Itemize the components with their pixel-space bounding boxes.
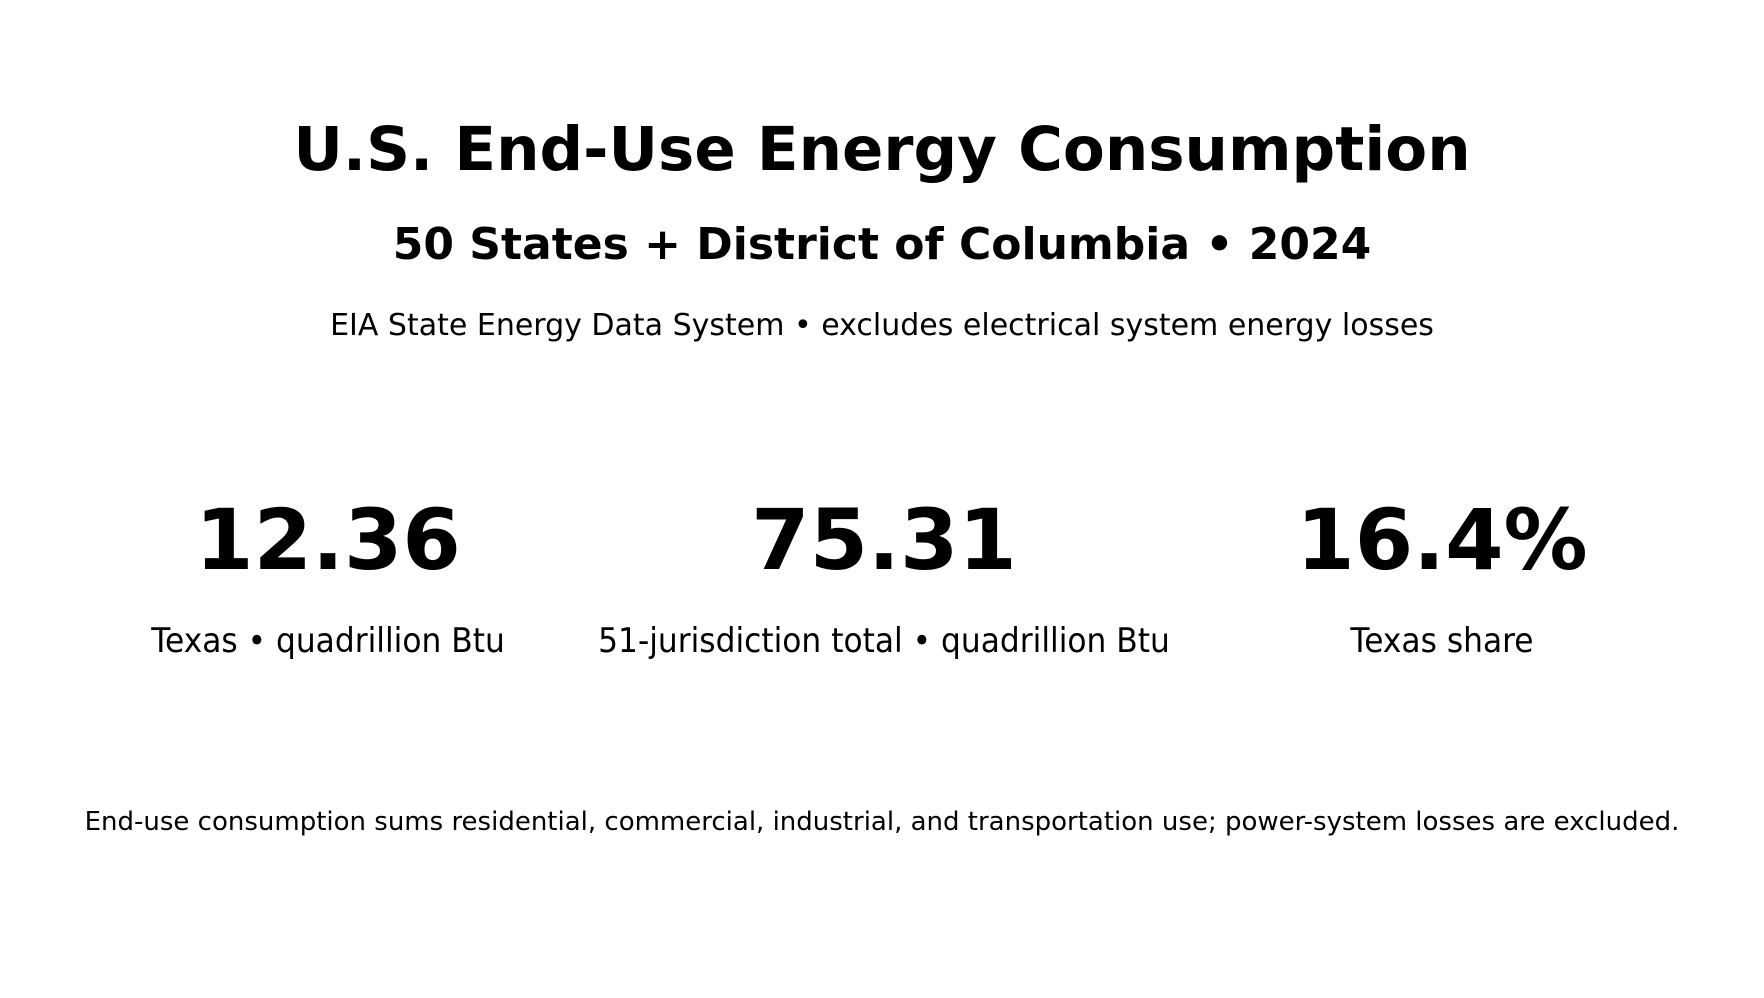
kpi-label: 51-jurisdiction total • quadrillion Btu xyxy=(598,621,1170,661)
kpi-value: 16.4% xyxy=(1296,491,1588,589)
kpi-label: Texas • quadrillion Btu xyxy=(151,621,505,661)
kpi-label: Texas share xyxy=(1350,621,1534,661)
data-source: EIA State Energy Data System • excludes … xyxy=(330,308,1434,343)
kpi-total-consumption: 75.31 51-jurisdiction total • quadrillio… xyxy=(534,490,1234,662)
footnote: End-use consumption sums residential, co… xyxy=(84,807,1680,837)
kpi-value: 75.31 xyxy=(751,491,1017,589)
kpi-texas-share: 16.4% Texas share xyxy=(1092,490,1764,662)
kpi-value: 12.36 xyxy=(195,491,461,589)
page-title: U.S. End-Use Energy Consumption xyxy=(293,114,1471,185)
kpi-texas-consumption: 12.36 Texas • quadrillion Btu xyxy=(0,490,678,662)
page-subtitle: 50 States + District of Columbia • 2024 xyxy=(392,219,1372,270)
